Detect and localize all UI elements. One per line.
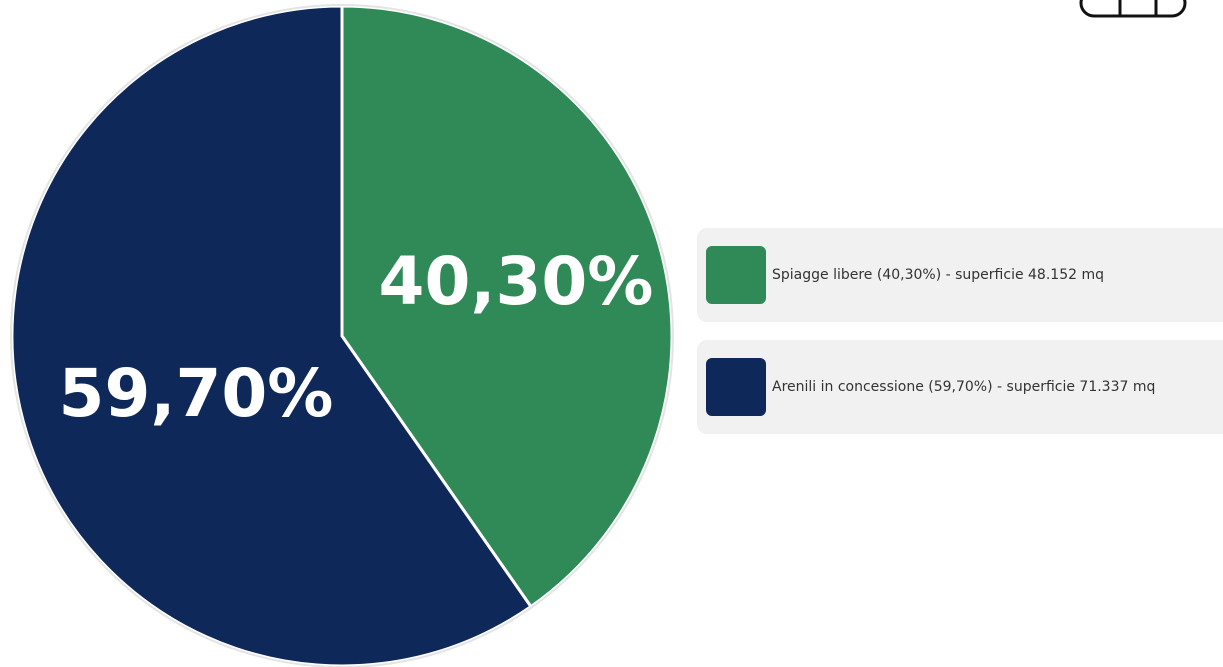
pie-outline bbox=[10, 4, 674, 667]
pie-slice-label-arenili-in-concessione: 59,70% bbox=[59, 355, 334, 432]
pie-slice-arenili-in-concessione[interactable] bbox=[10, 4, 533, 667]
pie-slices bbox=[10, 4, 674, 667]
menu-icon[interactable] bbox=[1078, 0, 1188, 18]
legend-swatch-arenili-in-concessione bbox=[706, 358, 766, 416]
pie-slice-spiagge-libere[interactable] bbox=[340, 4, 674, 609]
legend-swatch-spiagge-libere bbox=[706, 246, 766, 304]
pie-slice-labels: 40,30% 59,70% bbox=[59, 243, 654, 432]
legend-item-arenili-in-concessione[interactable]: Arenili in concessione (59,70%) - superf… bbox=[697, 340, 1223, 434]
pie-slice-label-spiagge-libere: 40,30% bbox=[379, 243, 654, 320]
legend-label-arenili-in-concessione: Arenili in concessione (59,70%) - superf… bbox=[772, 379, 1156, 395]
legend-item-spiagge-libere[interactable]: Spiagge libere (40,30%) - superficie 48.… bbox=[697, 228, 1223, 322]
pie-chart: 40,30% 59,70% bbox=[10, 4, 674, 667]
legend: Spiagge libere (40,30%) - superficie 48.… bbox=[697, 228, 1223, 452]
legend-label-spiagge-libere: Spiagge libere (40,30%) - superficie 48.… bbox=[772, 267, 1104, 283]
